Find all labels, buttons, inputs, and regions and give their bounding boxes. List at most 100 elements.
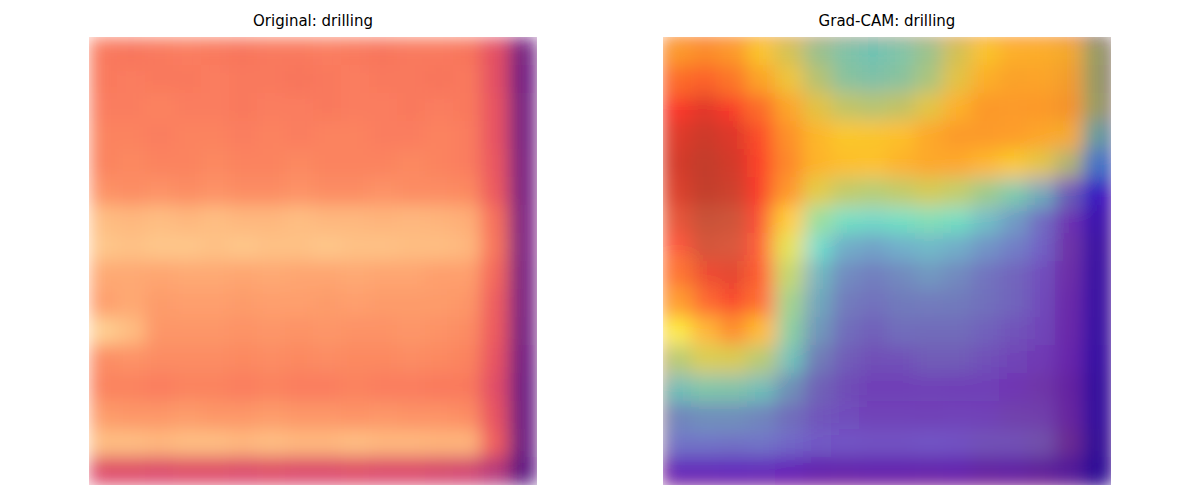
heatmap-cell	[369, 233, 398, 262]
heatmap-cell	[89, 121, 118, 150]
heatmap-cell	[775, 93, 804, 122]
heatmap-cell	[747, 373, 776, 402]
heatmap-cell	[1083, 345, 1111, 374]
heatmap-cell	[831, 205, 860, 234]
heatmap-cell	[803, 37, 832, 66]
heatmap-cell	[747, 121, 776, 150]
heatmap-cell	[1055, 37, 1084, 66]
heatmap-cell	[943, 205, 972, 234]
heatmap-cell	[915, 401, 944, 430]
heatmap-cell	[229, 233, 258, 262]
heatmap-cell	[747, 401, 776, 430]
heatmap-cell	[1027, 149, 1056, 178]
heatmap-cell	[145, 261, 174, 290]
heatmap-cell	[719, 261, 748, 290]
heatmap-cell	[775, 457, 804, 485]
heatmap-cell	[229, 65, 258, 94]
heatmap-cell	[775, 373, 804, 402]
heatmap-cell	[89, 429, 118, 458]
heatmap-cell	[341, 457, 370, 485]
heatmap-cell	[285, 345, 314, 374]
heatmap-cell	[1027, 317, 1056, 346]
heatmap-cell	[425, 93, 454, 122]
heatmap-cell	[257, 177, 286, 206]
heatmap-cell	[747, 93, 776, 122]
heatmap-cell	[1083, 289, 1111, 318]
heatmap-cell	[747, 233, 776, 262]
heatmap-cell	[803, 345, 832, 374]
heatmap-cell	[859, 261, 888, 290]
heatmap-cell	[887, 149, 916, 178]
heatmap-cell	[285, 261, 314, 290]
heatmap-cell	[747, 93, 776, 122]
heatmap-cell	[887, 205, 916, 234]
heatmap-cell	[1027, 37, 1056, 66]
heatmap-cell	[173, 93, 202, 122]
heatmap-cell	[999, 37, 1028, 66]
heatmap-cell	[1083, 373, 1111, 402]
heatmap-cell	[691, 373, 720, 402]
heatmap-cell	[803, 37, 832, 66]
heatmap-cell	[691, 317, 720, 346]
heatmap-cell	[89, 261, 118, 290]
heatmap-cell	[719, 121, 748, 150]
heatmap-cell	[887, 65, 916, 94]
heatmap-cell	[775, 261, 804, 290]
heatmap-cell	[313, 121, 342, 150]
heatmap-cell	[747, 429, 776, 458]
heatmap-cell	[999, 149, 1028, 178]
heatmap-cell	[369, 345, 398, 374]
heatmap-cell	[453, 289, 482, 318]
heatmap-cell	[719, 93, 748, 122]
heatmap-cell	[663, 121, 692, 150]
heatmap-cell	[663, 289, 692, 318]
heatmap-cell	[509, 317, 537, 346]
heatmap-cell	[201, 121, 230, 150]
heatmap-cell	[397, 289, 426, 318]
heatmap-cell	[663, 205, 692, 234]
heatmap-cell	[663, 401, 692, 430]
heatmap-cell	[313, 233, 342, 262]
heatmap-cell	[663, 345, 692, 374]
heatmap-cell	[1027, 345, 1056, 374]
heatmap-cell	[691, 261, 720, 290]
heatmap-cell	[803, 401, 832, 430]
heatmap-cell	[663, 149, 692, 178]
heatmap-cell	[943, 373, 972, 402]
heatmap-cell	[775, 345, 804, 374]
heatmap-cell	[257, 65, 286, 94]
heatmap-cell	[775, 317, 804, 346]
heatmap-cell	[117, 65, 146, 94]
heatmap-cell	[1027, 289, 1056, 318]
heatmap-cell	[887, 401, 916, 430]
heatmap-cell	[831, 261, 860, 290]
heatmap-cell	[915, 289, 944, 318]
heatmap-cell	[775, 205, 804, 234]
heatmap-cell	[915, 121, 944, 150]
heatmap-cell	[341, 93, 370, 122]
heatmap-cell	[229, 149, 258, 178]
heatmap-cell	[747, 401, 776, 430]
heatmap-cell	[425, 457, 454, 485]
heatmap-cell	[887, 121, 916, 150]
heatmap-cell	[341, 205, 370, 234]
heatmap-cell	[369, 177, 398, 206]
heatmap-cell	[313, 205, 342, 234]
heatmap-cell	[971, 233, 1000, 262]
heatmap-cell	[1083, 121, 1111, 150]
heatmap-cell	[831, 37, 860, 66]
heatmap-cell	[341, 177, 370, 206]
heatmap-cell	[915, 373, 944, 402]
heatmap-cell	[453, 205, 482, 234]
heatmap-cell	[1055, 345, 1084, 374]
heatmap-cell	[943, 149, 972, 178]
heatmap-cell	[229, 401, 258, 430]
heatmap-cell	[803, 121, 832, 150]
heatmap-cell	[425, 401, 454, 430]
heatmap-cell	[859, 121, 888, 150]
heatmap-cell	[173, 37, 202, 66]
heatmap-cell	[803, 205, 832, 234]
heatmap-cell	[145, 429, 174, 458]
heatmap-cell	[1027, 429, 1056, 458]
heatmap-cell	[747, 289, 776, 318]
